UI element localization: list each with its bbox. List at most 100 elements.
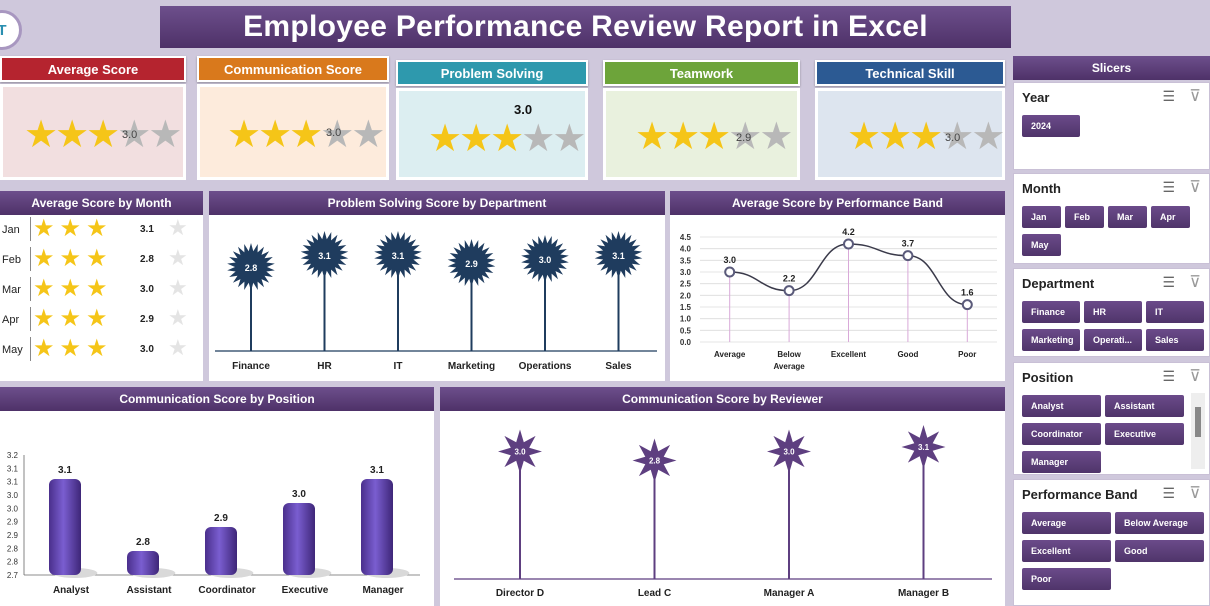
month-value: 3.0 xyxy=(140,284,154,295)
slicer-item[interactable]: Below Average xyxy=(1115,512,1204,534)
slicer-item[interactable]: Excellent xyxy=(1022,540,1111,562)
category-label: Manager B xyxy=(898,588,949,599)
slicer-scrollbar[interactable] xyxy=(1191,393,1205,469)
month-value: 3.1 xyxy=(140,224,154,235)
month-stars: ★ ★ ★ xyxy=(30,337,108,361)
multi-select-icon[interactable]: ☰ xyxy=(1162,485,1175,501)
panel-title: Communication Score by Position xyxy=(0,387,434,411)
star-icon: ★ xyxy=(847,116,882,158)
slicer-item[interactable]: Jan xyxy=(1022,206,1061,228)
reviewer-chart: 3.0 Director D 2.8 Lead C 3.0 Manager A 3.1 Man… xyxy=(454,425,992,599)
star-icon: ★ xyxy=(148,114,183,156)
y-tick-label: 2.9 xyxy=(7,518,19,527)
kpi-label: Average Score xyxy=(0,56,186,82)
month-label: Mar xyxy=(2,284,21,296)
slicer-item[interactable]: Sales xyxy=(1146,329,1204,351)
clear-filter-icon[interactable]: ⊽ xyxy=(1189,179,1201,196)
scrollbar-thumb[interactable] xyxy=(1195,407,1201,437)
y-tick-label: 3.0 xyxy=(7,504,19,513)
category-label: Marketing xyxy=(448,361,495,372)
slicer-item[interactable]: Average xyxy=(1022,512,1111,534)
reviewer-score-panel: Communication Score by Reviewer 3.0 Direc… xyxy=(440,387,1005,606)
slicer-item[interactable]: Executive xyxy=(1105,423,1184,445)
y-tick-label: 3.1 xyxy=(7,464,19,473)
category-label: Excellent xyxy=(831,350,866,359)
slicer-item[interactable]: Mar xyxy=(1108,206,1147,228)
kpi-value: 3.0 xyxy=(122,129,138,141)
category-label: HR xyxy=(317,361,332,372)
data-label: 3.1 xyxy=(918,443,930,452)
star-icon: ★ xyxy=(24,114,59,156)
clear-filter-icon[interactable]: ⊽ xyxy=(1189,368,1201,385)
star-icon: ★ xyxy=(33,275,55,302)
star-icon: ★ xyxy=(428,118,463,160)
multi-select-icon[interactable]: ☰ xyxy=(1162,368,1175,384)
slicer-item[interactable]: Analyst xyxy=(1022,395,1101,417)
slicer-item[interactable]: Feb xyxy=(1065,206,1104,228)
month-label: May xyxy=(2,344,23,356)
slicer-item[interactable]: Assistant xyxy=(1105,395,1184,417)
star-icon: ★ xyxy=(552,118,587,160)
slicer-item[interactable]: Marketing xyxy=(1022,329,1080,351)
multi-select-icon[interactable]: ☰ xyxy=(1162,179,1175,195)
slicer-item[interactable]: Apr xyxy=(1151,206,1190,228)
data-label: 2.8 xyxy=(136,537,150,548)
star-icon: ★ xyxy=(86,275,108,302)
y-tick-label: 1.0 xyxy=(680,315,692,324)
slicer-item[interactable]: Poor xyxy=(1022,568,1111,590)
y-tick-label: 2.8 xyxy=(7,544,19,553)
y-tick-label: 3.0 xyxy=(680,268,692,277)
star-icon: ★ xyxy=(59,305,82,332)
star-icon: ★ xyxy=(33,305,55,332)
star-icon: ★ xyxy=(459,118,494,160)
slicer-item[interactable]: IT xyxy=(1146,301,1204,323)
y-tick-label: 1.5 xyxy=(680,303,692,312)
position-chart: 3.2 3.1 3.1 3.0 3.0 2.9 2.9 2.8 2.8 2.7 3.1 Analyst… xyxy=(7,451,420,596)
clear-filter-icon[interactable]: ⊽ xyxy=(1189,88,1201,105)
star-icon: ★ xyxy=(351,114,386,156)
star-icon: ★ xyxy=(168,215,188,240)
slicer-item[interactable]: Finance xyxy=(1022,301,1080,323)
kpi-stars: ★ ★ ★ ★ ★ xyxy=(227,114,386,156)
slicer-item[interactable]: Good xyxy=(1115,540,1204,562)
band-chart: 4.5 4.0 3.5 3.0 2.5 2.0 1.5 1.0 0.5 0.0 3.0 Average… xyxy=(680,227,997,371)
band-score-panel: Average Score by Performance Band 4.5 4.0… xyxy=(670,191,1005,381)
clear-filter-icon[interactable]: ⊽ xyxy=(1189,274,1201,291)
data-label: 3.1 xyxy=(612,251,625,261)
slicer-item[interactable]: May xyxy=(1022,234,1061,256)
slicer-item[interactable]: Coordinator xyxy=(1022,423,1101,445)
data-label: 3.1 xyxy=(370,465,384,476)
month-stars: ★ ★ ★ xyxy=(30,307,108,331)
category-label: Below xyxy=(777,350,801,359)
slicer-item[interactable]: 2024 xyxy=(1022,115,1080,137)
category-label: Average xyxy=(714,350,746,359)
bar xyxy=(127,551,159,575)
multi-select-icon[interactable]: ☰ xyxy=(1162,274,1175,290)
data-point xyxy=(961,299,973,311)
star-icon: ★ xyxy=(33,245,55,272)
star-icon: ★ xyxy=(59,335,82,362)
star-icon: ★ xyxy=(86,114,121,156)
slicer-year: Year ☰ ⊽ 2024 xyxy=(1013,82,1210,170)
data-label: 3.1 xyxy=(318,251,331,261)
star-icon: ★ xyxy=(909,116,944,158)
slicer-item[interactable]: HR xyxy=(1084,301,1142,323)
category-label: Good xyxy=(897,350,918,359)
star-marker xyxy=(632,438,677,483)
clear-filter-icon[interactable]: ⊽ xyxy=(1189,485,1201,502)
star-icon: ★ xyxy=(33,335,55,362)
category-label: Poor xyxy=(958,350,976,359)
month-score-panel: Average Score by Month Jan ★ ★ ★ 3.1 ★ Feb ★ ★ ★ 2… xyxy=(0,191,203,381)
slicer-item[interactable]: Operati... xyxy=(1084,329,1142,351)
category-label: Operations xyxy=(519,361,572,372)
slicer-position: Position ☰ ⊽ Analyst Assistant Coordinator Exe… xyxy=(1013,362,1210,475)
category-label: IT xyxy=(394,361,403,372)
multi-select-icon[interactable]: ☰ xyxy=(1162,88,1175,104)
y-tick-label: 0.5 xyxy=(680,326,692,335)
slicer-item[interactable]: Manager xyxy=(1022,451,1101,473)
y-tick-label: 4.5 xyxy=(680,233,692,242)
kpi-value: 3.0 xyxy=(945,132,961,144)
kpi-card-technical-skill: Technical Skill ★ ★ ★ ★ ★ 3.0 xyxy=(815,60,1005,180)
data-label: 2.8 xyxy=(245,263,258,273)
category-label: Manager A xyxy=(764,588,815,599)
